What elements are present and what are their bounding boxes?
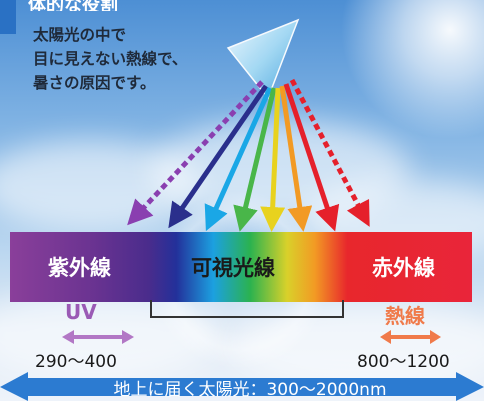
description-line: 暑さの原因です。 (33, 74, 156, 92)
description: 太陽光の中で 目に見えない熱線で、 暑さの原因です。 (33, 23, 283, 95)
heat-range-text: 800〜1200 (357, 352, 450, 372)
ir-ray (289, 78, 370, 227)
heat-range-arrow (380, 330, 441, 344)
uv-range-text: 290〜400 (35, 352, 117, 372)
description-line: 太陽光の中で (33, 26, 127, 44)
uv-band-label: 紫外線 (48, 256, 111, 280)
prism-icon (226, 18, 300, 100)
ir-band-label: 赤外線 (372, 256, 435, 280)
violet-ray (168, 84, 269, 229)
header-title: 体的な役割 (28, 0, 118, 11)
uv-ray (127, 80, 264, 226)
red-ray (283, 83, 340, 232)
solar-range-arrow (0, 372, 484, 401)
header-tab (0, 0, 16, 34)
spectrum-bar (10, 232, 472, 302)
yellow-ray (260, 87, 286, 232)
uv-label: UV (65, 300, 97, 324)
green-ray (233, 87, 277, 232)
blue-ray (204, 86, 273, 232)
orange-ray (279, 85, 313, 232)
visible-range-bracket (150, 300, 344, 318)
description-line: 目に見えない熱線で、 (33, 50, 188, 68)
uv-range-arrow (62, 330, 134, 344)
solar-range-text: 地上に届く太陽光：300〜2000nm (113, 380, 387, 400)
heat-label: 熱線 (385, 304, 425, 328)
visible-band-label: 可視光線 (191, 256, 275, 280)
cloud (230, 300, 484, 390)
